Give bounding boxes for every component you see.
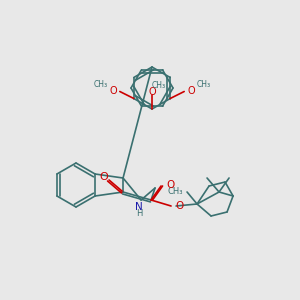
Text: CH₃: CH₃: [196, 80, 210, 89]
Text: N: N: [135, 202, 143, 212]
Text: O: O: [148, 87, 156, 97]
Text: O: O: [175, 201, 183, 211]
Text: CH₃: CH₃: [152, 82, 166, 91]
Text: O: O: [187, 85, 195, 95]
Text: CH₃: CH₃: [94, 80, 108, 89]
Text: O: O: [100, 172, 108, 182]
Text: O: O: [166, 180, 174, 190]
Text: O: O: [109, 85, 117, 95]
Text: CH₃: CH₃: [167, 188, 183, 196]
Text: H: H: [136, 208, 142, 217]
